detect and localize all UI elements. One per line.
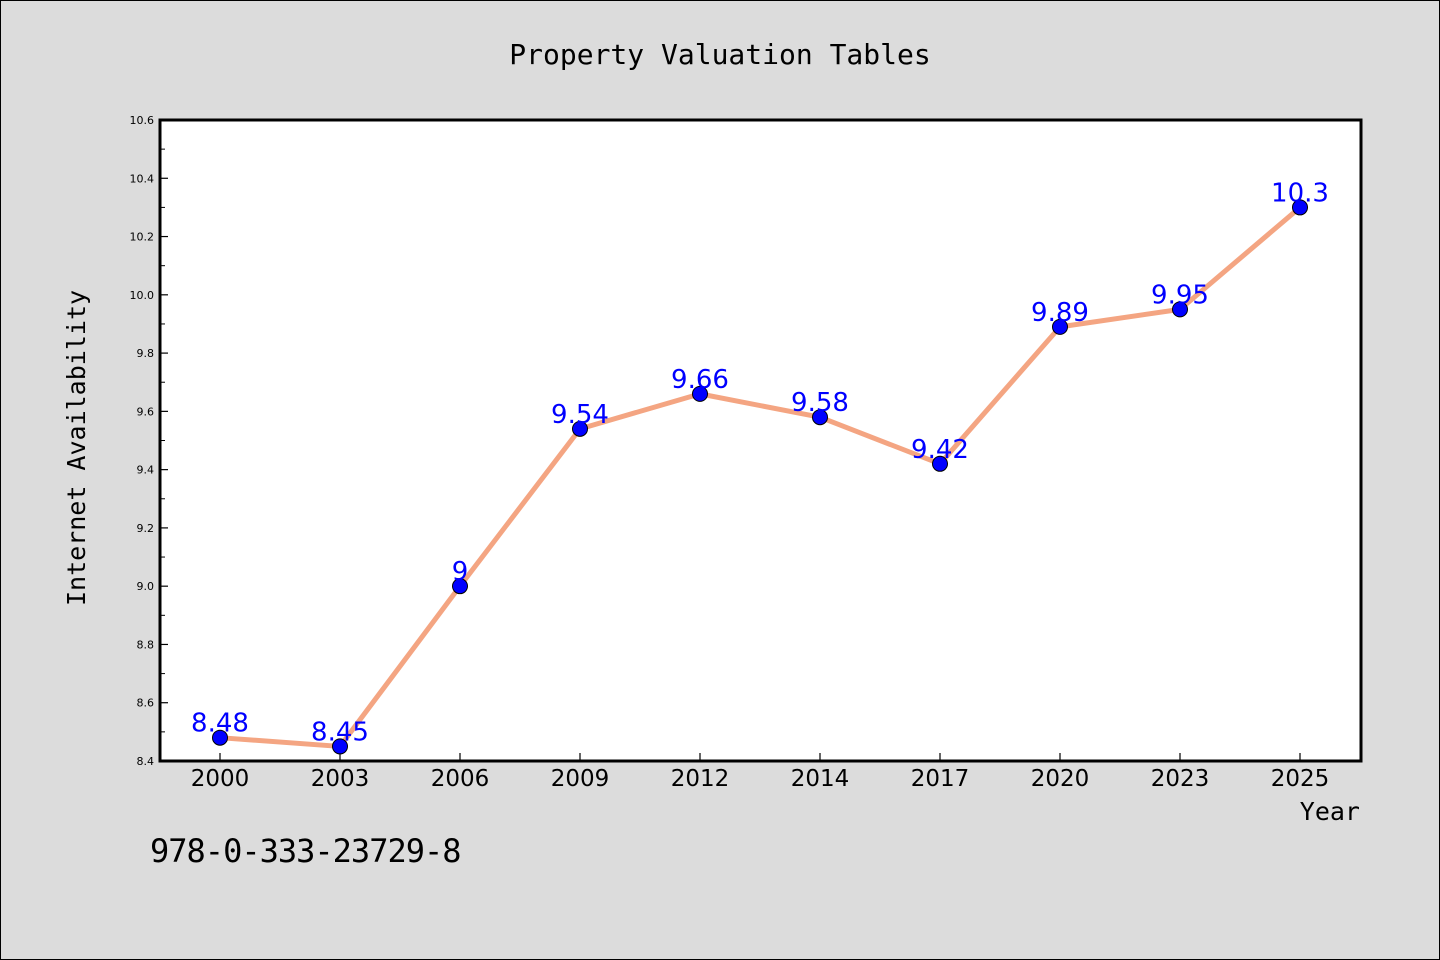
data-point — [212, 729, 228, 746]
y-tick-label: 8.8 — [137, 638, 155, 651]
y-tick-label: 10.4 — [130, 172, 155, 185]
data-label: 8.45 — [311, 717, 369, 747]
x-tick-label: 2012 — [671, 766, 730, 792]
y-tick-label: 8.6 — [137, 697, 155, 710]
data-label: 9.66 — [671, 365, 729, 395]
chart-title: Property Valuation Tables — [509, 38, 930, 71]
data-label: 9.89 — [1031, 298, 1089, 328]
plot-area — [158, 118, 1363, 763]
data-label: 9 — [452, 557, 469, 587]
x-tick-label: 2009 — [551, 766, 610, 792]
series-line — [219, 205, 1302, 749]
data-point — [1172, 301, 1188, 318]
y-axis-label: Internet Availability — [62, 290, 91, 606]
y-tick-label: 9.2 — [137, 522, 155, 535]
x-axis-label: Year — [1300, 797, 1360, 826]
x-tick-label: 2006 — [431, 766, 490, 792]
x-tick-label: 2025 — [1271, 766, 1330, 792]
x-tick-label: 2017 — [911, 766, 970, 792]
y-tick-label: 9.8 — [137, 347, 155, 360]
data-point — [692, 385, 708, 402]
y-tick-label: 9.4 — [137, 464, 155, 477]
y-tick-label: 8.4 — [137, 755, 155, 768]
series-layer — [212, 199, 1308, 755]
data-point — [1292, 199, 1308, 216]
y-tick-label: 10.0 — [130, 289, 155, 302]
data-point — [932, 455, 948, 472]
data-point — [332, 738, 348, 755]
y-tick-label: 9.6 — [137, 405, 155, 418]
x-tick-label: 2003 — [311, 766, 370, 792]
y-tick-label: 9.0 — [137, 580, 155, 593]
data-labels: 8.48 8.45 9 9.54 9.66 9.58 9.42 9.89 9.95 10.3 — [191, 178, 1329, 747]
data-label: 10.3 — [1271, 178, 1329, 208]
x-tick-label: 2020 — [1031, 766, 1090, 792]
data-point — [1052, 318, 1068, 335]
y-tick-label: 10.2 — [130, 231, 155, 244]
x-tick-label: 2000 — [191, 766, 250, 792]
data-point — [572, 420, 588, 437]
isbn-code: 978-0-333-23729-8 — [150, 832, 462, 870]
y-tick-label: 10.6 — [130, 114, 155, 127]
data-label: 9.42 — [911, 435, 969, 465]
data-label: 9.95 — [1151, 280, 1209, 310]
data-label: 8.48 — [191, 709, 249, 739]
data-label: 9.54 — [551, 400, 609, 430]
x-tick-label: 2014 — [791, 766, 850, 792]
data-point — [812, 409, 828, 426]
data-point — [452, 578, 468, 595]
x-axis: 2000 2003 2006 2009 2012 2014 2017 2020 2023 2025 — [191, 753, 1330, 792]
y-axis: 8.4 8.6 8.8 9.0 9.2 9.4 9.6 9.8 10.0 10.2 10.4 10.6 — [130, 114, 168, 768]
x-tick-label: 2023 — [1151, 766, 1210, 792]
data-label: 9.58 — [791, 388, 849, 418]
